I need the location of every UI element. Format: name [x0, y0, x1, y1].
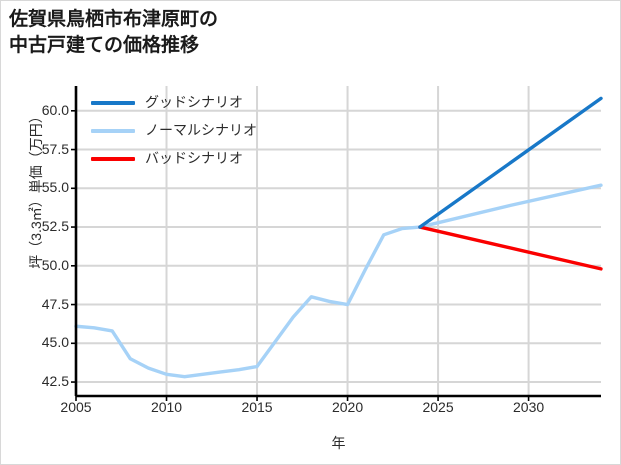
legend-item-label: バッドシナリオ — [145, 150, 243, 166]
y-axis-tick-label: 45.0 — [41, 334, 69, 351]
y-axis-tick-label: 52.5 — [41, 218, 69, 235]
x-axis-title: 年 — [331, 435, 346, 451]
y-axis-tick-label: 42.5 — [41, 373, 69, 390]
series-line — [74, 183, 603, 379]
x-axis-tick-label: 2025 — [422, 399, 454, 415]
x-axis-tick-label: 2005 — [60, 399, 92, 415]
series-line — [418, 96, 603, 229]
y-axis-title: 坪（3.3㎡）単価（万円） — [28, 109, 44, 269]
y-axis-tick-label: 60.0 — [41, 101, 69, 118]
y-axis-tick-label: 57.5 — [41, 140, 69, 157]
legend-item-label: グッドシナリオ — [145, 94, 243, 110]
chart-title: 佐賀県鳥栖市布津原町の 中古戸建ての価格推移 — [9, 9, 219, 56]
series-line — [418, 225, 603, 271]
legend-color-swatch — [91, 157, 135, 161]
x-axis-tick-label: 2015 — [241, 399, 273, 415]
x-axis-tick-label: 2030 — [513, 399, 545, 415]
legend-item-label: ノーマルシナリオ — [145, 122, 257, 138]
y-axis-tick-label: 55.0 — [41, 179, 69, 196]
y-axis-tick-label: 47.5 — [41, 295, 69, 312]
x-axis-tick-label: 2010 — [150, 399, 183, 415]
y-axis-tick-labels: 42.5 45.0 47.5 50.0 52.5 55.0 57.5 60.0 — [1, 1, 69, 464]
legend-color-swatch — [91, 129, 135, 133]
y-axis-tick-label: 50.0 — [41, 256, 69, 273]
legend-color-swatch — [91, 101, 135, 105]
x-axis-tick-label: 2020 — [331, 399, 364, 415]
